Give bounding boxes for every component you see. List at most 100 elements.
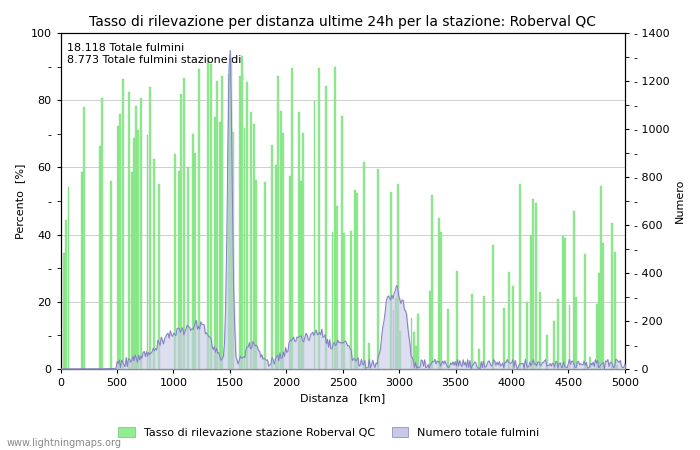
Bar bbox=[67, 187, 69, 369]
Bar bbox=[438, 218, 440, 369]
Bar bbox=[456, 271, 458, 369]
Bar bbox=[192, 134, 194, 369]
Bar bbox=[397, 184, 399, 369]
Bar bbox=[575, 297, 578, 369]
Bar bbox=[343, 233, 345, 369]
Bar bbox=[282, 133, 284, 369]
Bar bbox=[246, 82, 248, 369]
Bar bbox=[564, 238, 566, 369]
Bar bbox=[616, 364, 618, 369]
Bar bbox=[216, 81, 218, 369]
Bar bbox=[65, 220, 67, 369]
Bar bbox=[153, 158, 155, 369]
Bar bbox=[194, 153, 196, 369]
Bar bbox=[417, 314, 419, 369]
Bar bbox=[472, 294, 473, 369]
Bar bbox=[210, 64, 211, 369]
Bar bbox=[181, 94, 182, 369]
Bar bbox=[102, 99, 104, 369]
Bar bbox=[178, 171, 180, 369]
Bar bbox=[447, 309, 449, 369]
Bar bbox=[325, 86, 327, 369]
Bar bbox=[533, 199, 534, 369]
Bar bbox=[411, 318, 412, 369]
Text: www.lightningmaps.org: www.lightningmaps.org bbox=[7, 438, 122, 448]
Bar bbox=[530, 235, 532, 369]
Bar bbox=[187, 167, 189, 369]
Bar bbox=[302, 133, 304, 369]
Bar bbox=[232, 132, 234, 369]
Bar bbox=[255, 180, 257, 369]
Bar bbox=[614, 252, 615, 369]
Bar bbox=[428, 291, 430, 369]
Bar bbox=[214, 117, 216, 369]
Bar bbox=[377, 169, 379, 369]
Bar bbox=[332, 232, 333, 369]
Bar bbox=[131, 171, 132, 369]
Bar bbox=[492, 245, 493, 369]
Bar bbox=[81, 171, 83, 369]
Bar bbox=[117, 126, 119, 369]
Bar bbox=[318, 68, 320, 369]
Bar bbox=[589, 357, 591, 369]
Bar bbox=[600, 186, 602, 369]
Bar bbox=[221, 76, 223, 369]
Bar bbox=[137, 130, 139, 369]
Bar bbox=[149, 87, 150, 369]
Bar bbox=[349, 230, 351, 369]
Bar bbox=[288, 176, 290, 369]
Bar bbox=[598, 273, 600, 369]
Bar bbox=[415, 346, 417, 369]
Bar bbox=[129, 92, 130, 369]
Bar bbox=[341, 116, 342, 369]
Bar bbox=[336, 207, 338, 369]
Bar bbox=[562, 236, 564, 369]
Bar bbox=[63, 253, 65, 369]
Bar bbox=[440, 233, 442, 369]
Bar bbox=[584, 254, 587, 369]
Y-axis label: Numero: Numero bbox=[675, 179, 685, 223]
X-axis label: Distanza   [km]: Distanza [km] bbox=[300, 393, 385, 404]
Bar bbox=[146, 135, 148, 369]
Bar bbox=[122, 79, 124, 369]
Bar bbox=[573, 211, 575, 369]
Bar bbox=[596, 305, 598, 369]
Bar bbox=[431, 195, 433, 369]
Bar bbox=[207, 57, 209, 369]
Bar bbox=[557, 299, 559, 369]
Bar bbox=[512, 285, 514, 369]
Bar bbox=[391, 192, 392, 369]
Bar bbox=[111, 181, 112, 369]
Bar bbox=[395, 298, 397, 369]
Bar bbox=[198, 69, 200, 369]
Bar bbox=[277, 76, 279, 369]
Bar bbox=[271, 145, 272, 369]
Bar bbox=[399, 331, 401, 369]
Bar bbox=[508, 272, 510, 369]
Bar bbox=[120, 114, 121, 369]
Bar bbox=[291, 68, 293, 369]
Bar bbox=[280, 112, 281, 369]
Bar bbox=[526, 302, 528, 369]
Bar bbox=[298, 112, 300, 369]
Bar bbox=[135, 106, 137, 369]
Bar bbox=[275, 165, 277, 369]
Bar bbox=[251, 112, 252, 369]
Bar bbox=[158, 184, 160, 369]
Bar bbox=[239, 76, 241, 369]
Bar bbox=[300, 181, 302, 369]
Bar bbox=[503, 308, 505, 369]
Bar bbox=[603, 243, 604, 369]
Bar bbox=[228, 74, 230, 369]
Bar bbox=[413, 332, 414, 369]
Bar bbox=[334, 68, 336, 369]
Bar bbox=[241, 56, 243, 369]
Bar bbox=[611, 223, 613, 369]
Bar bbox=[356, 193, 358, 369]
Bar bbox=[244, 128, 246, 369]
Bar bbox=[519, 184, 521, 369]
Bar bbox=[253, 124, 255, 369]
Bar bbox=[264, 182, 266, 369]
Bar bbox=[183, 78, 185, 369]
Bar bbox=[140, 98, 141, 369]
